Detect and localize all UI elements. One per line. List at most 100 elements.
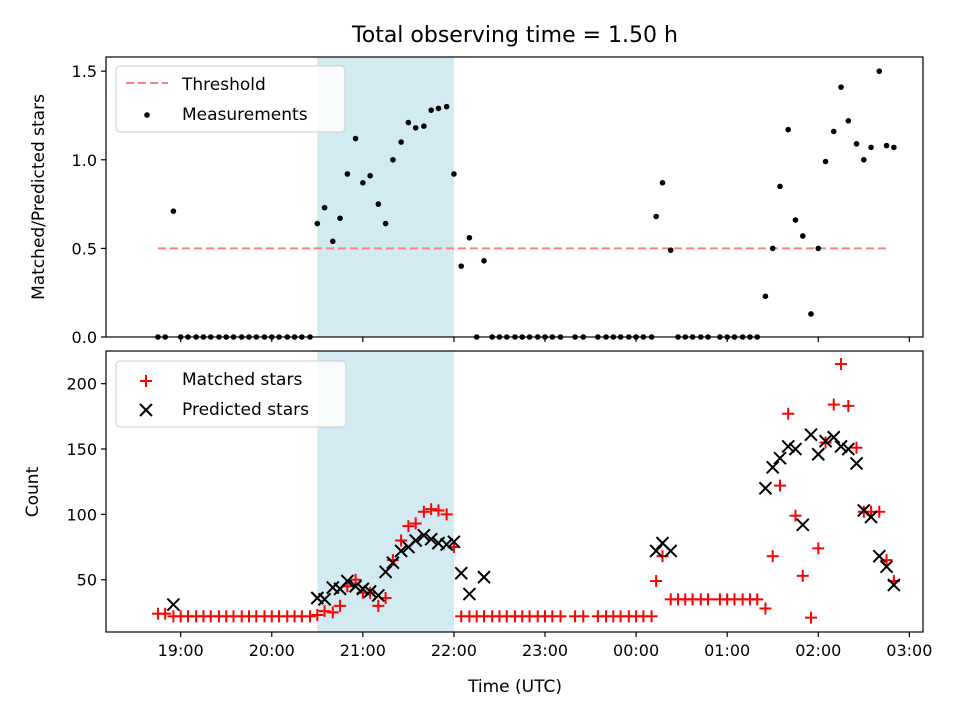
measurement-point	[382, 220, 389, 227]
legend-matched-swatch	[140, 375, 152, 387]
predicted-star-point	[804, 427, 818, 442]
matched-star-point	[774, 479, 787, 492]
measurement-point	[412, 125, 419, 131]
predicted-star-point	[827, 430, 841, 444]
bottom-panel: 19:00 20:00 21:00 22:00 23:00 00:00 01:00 02:00…	[23, 350, 932, 697]
measurement-point	[314, 220, 321, 227]
predicted-star-point	[348, 579, 363, 593]
predicted-star-point	[447, 535, 461, 549]
matched-star-point	[812, 542, 825, 555]
x-tick-label: 20:00	[249, 641, 295, 660]
measurement-point	[808, 311, 814, 317]
x-tick-label: 19:00	[158, 641, 204, 660]
matched-star-point	[759, 602, 772, 615]
matched-star-point	[842, 399, 855, 412]
predicted-star-point	[424, 532, 438, 546]
bottom-legend-box	[115, 360, 347, 428]
matched-star-point	[432, 504, 445, 517]
measurement-point	[815, 245, 822, 252]
bottom-plot-marks	[151, 358, 901, 624]
measurement-point	[777, 183, 783, 190]
matched-star-point	[645, 610, 658, 623]
top-axes: 0.0 0.5 1.0 1.5	[72, 56, 924, 347]
predicted-star-point	[394, 544, 408, 558]
measurement-point	[792, 217, 799, 223]
measurement-point	[321, 204, 328, 211]
legend-measurements-label: Measurements	[182, 105, 308, 125]
bottom-legend: Matched stars Predicted stars	[115, 360, 347, 428]
matched-star-point	[782, 407, 795, 420]
legend-predicted-swatch	[139, 403, 153, 417]
measurement-point	[659, 180, 666, 186]
matched-star-point	[827, 398, 840, 411]
predicted-star-point	[796, 518, 810, 532]
measurement-point	[785, 126, 791, 133]
measurement-point	[883, 142, 890, 149]
matched-star-point	[417, 505, 430, 518]
predicted-star-point	[649, 544, 663, 558]
predicted-star-point	[758, 481, 773, 495]
measurement-point	[360, 180, 366, 186]
predicted-star-point	[788, 442, 803, 456]
measurement-point	[799, 233, 806, 239]
matched-star-point	[440, 508, 453, 521]
x-tick-label: 00:00	[613, 641, 659, 660]
measurement-point	[451, 171, 457, 177]
predicted-star-point	[818, 434, 833, 448]
predicted-star-point	[454, 566, 468, 580]
measurement-point	[170, 208, 177, 214]
y-tick-label: 50	[77, 571, 97, 590]
y-tick-label: 150	[66, 440, 97, 459]
predicted-star-point	[386, 556, 400, 570]
matched-star-point	[796, 569, 809, 582]
matched-star-point	[751, 593, 764, 606]
measurement-point	[352, 135, 359, 142]
matched-star-point	[372, 599, 385, 612]
chart-title: Total observing time = 1.50 h	[351, 23, 678, 48]
predicted-star-point	[166, 597, 181, 612]
axes-frame	[105, 56, 924, 338]
predicted-star-point	[371, 588, 386, 603]
measurement-point	[868, 144, 874, 151]
measurement-point	[845, 117, 852, 124]
matched-star-point	[766, 550, 779, 563]
top-plot-marks	[155, 68, 897, 340]
axes-frame	[105, 350, 924, 633]
matched-star-point	[650, 575, 663, 588]
matched-star-point	[425, 503, 438, 516]
predicted-star-point	[340, 574, 355, 588]
matched-star-point	[804, 611, 817, 624]
matched-star-point	[395, 534, 408, 547]
measurement-point	[653, 213, 659, 220]
x-tick-label: 21:00	[340, 641, 386, 660]
measurement-point	[822, 158, 829, 165]
measurement-point	[344, 171, 351, 177]
top-panel: 0.0 0.5 1.0 1.5 Matched/Predicted stars Thr…	[29, 56, 924, 347]
y-tick-label: 1.5	[72, 62, 97, 81]
matched-star-point	[702, 593, 715, 606]
matched-star-point	[159, 607, 172, 620]
predicted-star-point	[864, 510, 878, 524]
measurement-point	[891, 144, 897, 151]
y-tick-label: 1.0	[72, 151, 97, 170]
matched-star-point	[304, 610, 317, 623]
top-legend: Threshold Measurements	[115, 65, 346, 133]
matched-star-point	[554, 610, 567, 623]
measurement-point	[329, 238, 336, 245]
matched-star-point	[311, 609, 324, 622]
matched-star-point	[789, 509, 802, 522]
predicted-star-point	[841, 442, 856, 456]
measurement-point	[398, 139, 404, 145]
x-tick-label: 22:00	[431, 641, 477, 660]
top-legend-box	[115, 65, 346, 133]
legend-measurements-swatch	[144, 112, 150, 118]
bottom-y-axis-label: Count	[23, 466, 43, 517]
measurement-point	[405, 119, 412, 126]
measurement-point	[830, 128, 837, 135]
legend-matched-label: Matched stars	[182, 370, 302, 390]
measurement-point	[667, 247, 674, 253]
y-tick-label: 200	[66, 375, 97, 394]
y-tick-label: 100	[66, 505, 97, 524]
measurement-point	[762, 293, 769, 300]
